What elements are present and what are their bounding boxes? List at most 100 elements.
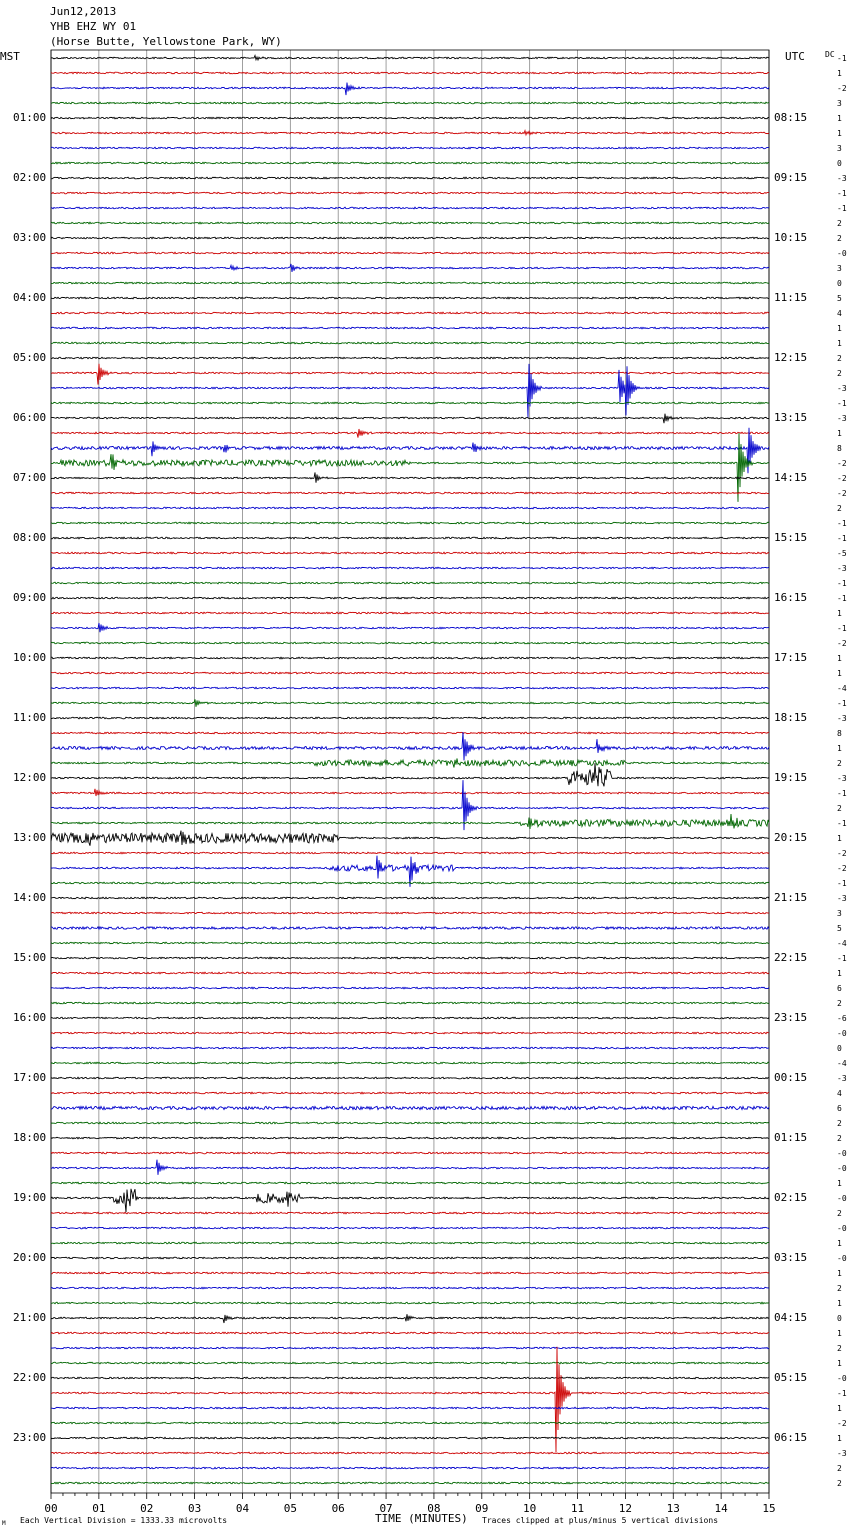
- dc-offset-label: 0: [837, 1314, 842, 1323]
- trace-row-58: [50, 925, 770, 931]
- dc-offset-label: -3: [837, 1074, 847, 1083]
- utc-hour-label: 20:15: [774, 831, 808, 844]
- trace-row-36: [51, 596, 770, 600]
- dc-offset-label: -1: [837, 204, 847, 213]
- dc-offset-label: -2: [837, 84, 847, 93]
- mst-hour-label: 20:00: [13, 1251, 47, 1264]
- dc-offset-label: 2: [837, 354, 842, 363]
- dc-offset-label: -1: [837, 54, 847, 63]
- utc-hour-label: 12:15: [774, 351, 808, 364]
- trace-row-54: [50, 855, 770, 887]
- dc-offset-label: 2: [837, 234, 842, 243]
- dc-offset-label: -3: [837, 414, 847, 423]
- utc-hour-label: 17:15: [774, 651, 808, 664]
- dc-offset-label: -3: [837, 894, 847, 903]
- trace-row-35: [50, 581, 770, 585]
- trace-row-94: [50, 1466, 770, 1470]
- x-tick-label: 13: [667, 1502, 680, 1515]
- dc-offset-label: 5: [837, 294, 842, 303]
- dc-offset-label: 1: [837, 1239, 842, 1248]
- mst-hour-label: 01:00: [13, 111, 47, 124]
- x-tick-label: 11: [571, 1502, 584, 1515]
- dc-offset-label: -3: [837, 774, 847, 783]
- trace-row-60: [50, 956, 770, 960]
- dc-offset-label: -1: [837, 399, 847, 408]
- dc-offset-label: 1: [837, 1359, 842, 1368]
- trace-row-17: [51, 311, 770, 315]
- plot-frame: [50, 49, 770, 1494]
- dc-offset-label: 6: [837, 1104, 842, 1113]
- dc-offset-label: 1: [837, 114, 842, 123]
- x-axis-label: TIME (MINUTES): [375, 1512, 468, 1525]
- trace-row-18: [50, 326, 770, 330]
- trace-row-10: [50, 206, 770, 210]
- trace-row-12: [50, 236, 770, 240]
- trace-row-80: [50, 1256, 770, 1260]
- x-tick-label: 10: [523, 1502, 536, 1515]
- trace-row-21: [50, 363, 770, 385]
- mst-hour-label: 06:00: [13, 411, 47, 424]
- mst-hour-label: 15:00: [13, 951, 47, 964]
- trace-row-16: [50, 296, 770, 300]
- dc-offset-label: -4: [837, 684, 847, 693]
- trace-row-6: [50, 146, 770, 150]
- x-tick-label: 06: [332, 1502, 345, 1515]
- trace-row-57: [50, 911, 770, 915]
- trace-row-2: [50, 82, 770, 96]
- trace-row-47: [50, 758, 770, 768]
- trace-row-59: [50, 941, 770, 945]
- dc-offset-label: 8: [837, 444, 842, 453]
- x-tick-label: 15: [762, 1502, 775, 1515]
- mst-hour-label: 10:00: [13, 651, 47, 664]
- trace-row-34: [50, 566, 770, 570]
- dc-offset-label: 1: [837, 1269, 842, 1278]
- trace-row-9: [50, 191, 770, 195]
- utc-hour-label: 06:15: [774, 1431, 808, 1444]
- dc-offset-label: -4: [837, 1059, 847, 1068]
- utc-hour-label: 08:15: [774, 111, 808, 124]
- trace-row-31: [50, 521, 770, 525]
- utc-hour-label: 09:15: [774, 171, 808, 184]
- dc-offset-label: -2: [837, 639, 847, 648]
- mst-hour-label: 12:00: [13, 771, 47, 784]
- utc-hour-label: 05:15: [774, 1371, 808, 1384]
- seismic-traces: [50, 54, 770, 1485]
- x-tick-label: 08: [427, 1502, 440, 1515]
- dc-offset-label: 1: [837, 1179, 842, 1188]
- dc-offset-label: 1: [837, 1329, 842, 1338]
- dc-offset-label: -2: [837, 459, 847, 468]
- trace-row-28: [51, 472, 770, 483]
- trace-row-73: [50, 1151, 770, 1155]
- trace-row-19: [51, 341, 770, 345]
- right-timezone-label: UTC: [785, 50, 805, 63]
- trace-row-77: [50, 1211, 770, 1215]
- mst-hour-label: 18:00: [13, 1131, 47, 1144]
- trace-row-50: [50, 780, 770, 831]
- trace-row-62: [50, 986, 770, 990]
- trace-row-91: [50, 1421, 770, 1425]
- trace-row-27: [50, 432, 770, 502]
- station-label: YHB EHZ WY 01: [50, 20, 137, 33]
- trace-row-43: [50, 699, 770, 707]
- utc-hour-label: 04:15: [774, 1311, 808, 1324]
- time-axis: 00 01 02 03 04 05 06 07 08 09 10 11 12 13 14 15: [44, 1493, 776, 1515]
- dc-offset-label: -6: [837, 1014, 847, 1023]
- dc-offset-label: -1: [837, 1389, 847, 1398]
- dc-offset-label: 1: [837, 669, 842, 678]
- dc-offset-label: -1: [837, 699, 847, 708]
- mst-hour-label: 22:00: [13, 1371, 47, 1384]
- dc-offset-label: 1: [837, 69, 842, 78]
- trace-row-79: [50, 1241, 769, 1245]
- dc-offset-label: 1: [837, 654, 842, 663]
- dc-offset-label: 2: [837, 1344, 842, 1353]
- utc-hour-label: 21:15: [774, 891, 808, 904]
- mst-hour-label: 08:00: [13, 531, 47, 544]
- trace-row-32: [50, 536, 770, 540]
- mst-hour-label: 23:00: [13, 1431, 47, 1444]
- trace-row-69: [50, 1091, 770, 1095]
- dc-offset-label: 2: [837, 999, 842, 1008]
- trace-row-42: [50, 686, 770, 690]
- trace-row-13: [50, 251, 770, 255]
- trace-row-8: [50, 176, 770, 180]
- dc-offset-label: -0: [837, 1254, 847, 1263]
